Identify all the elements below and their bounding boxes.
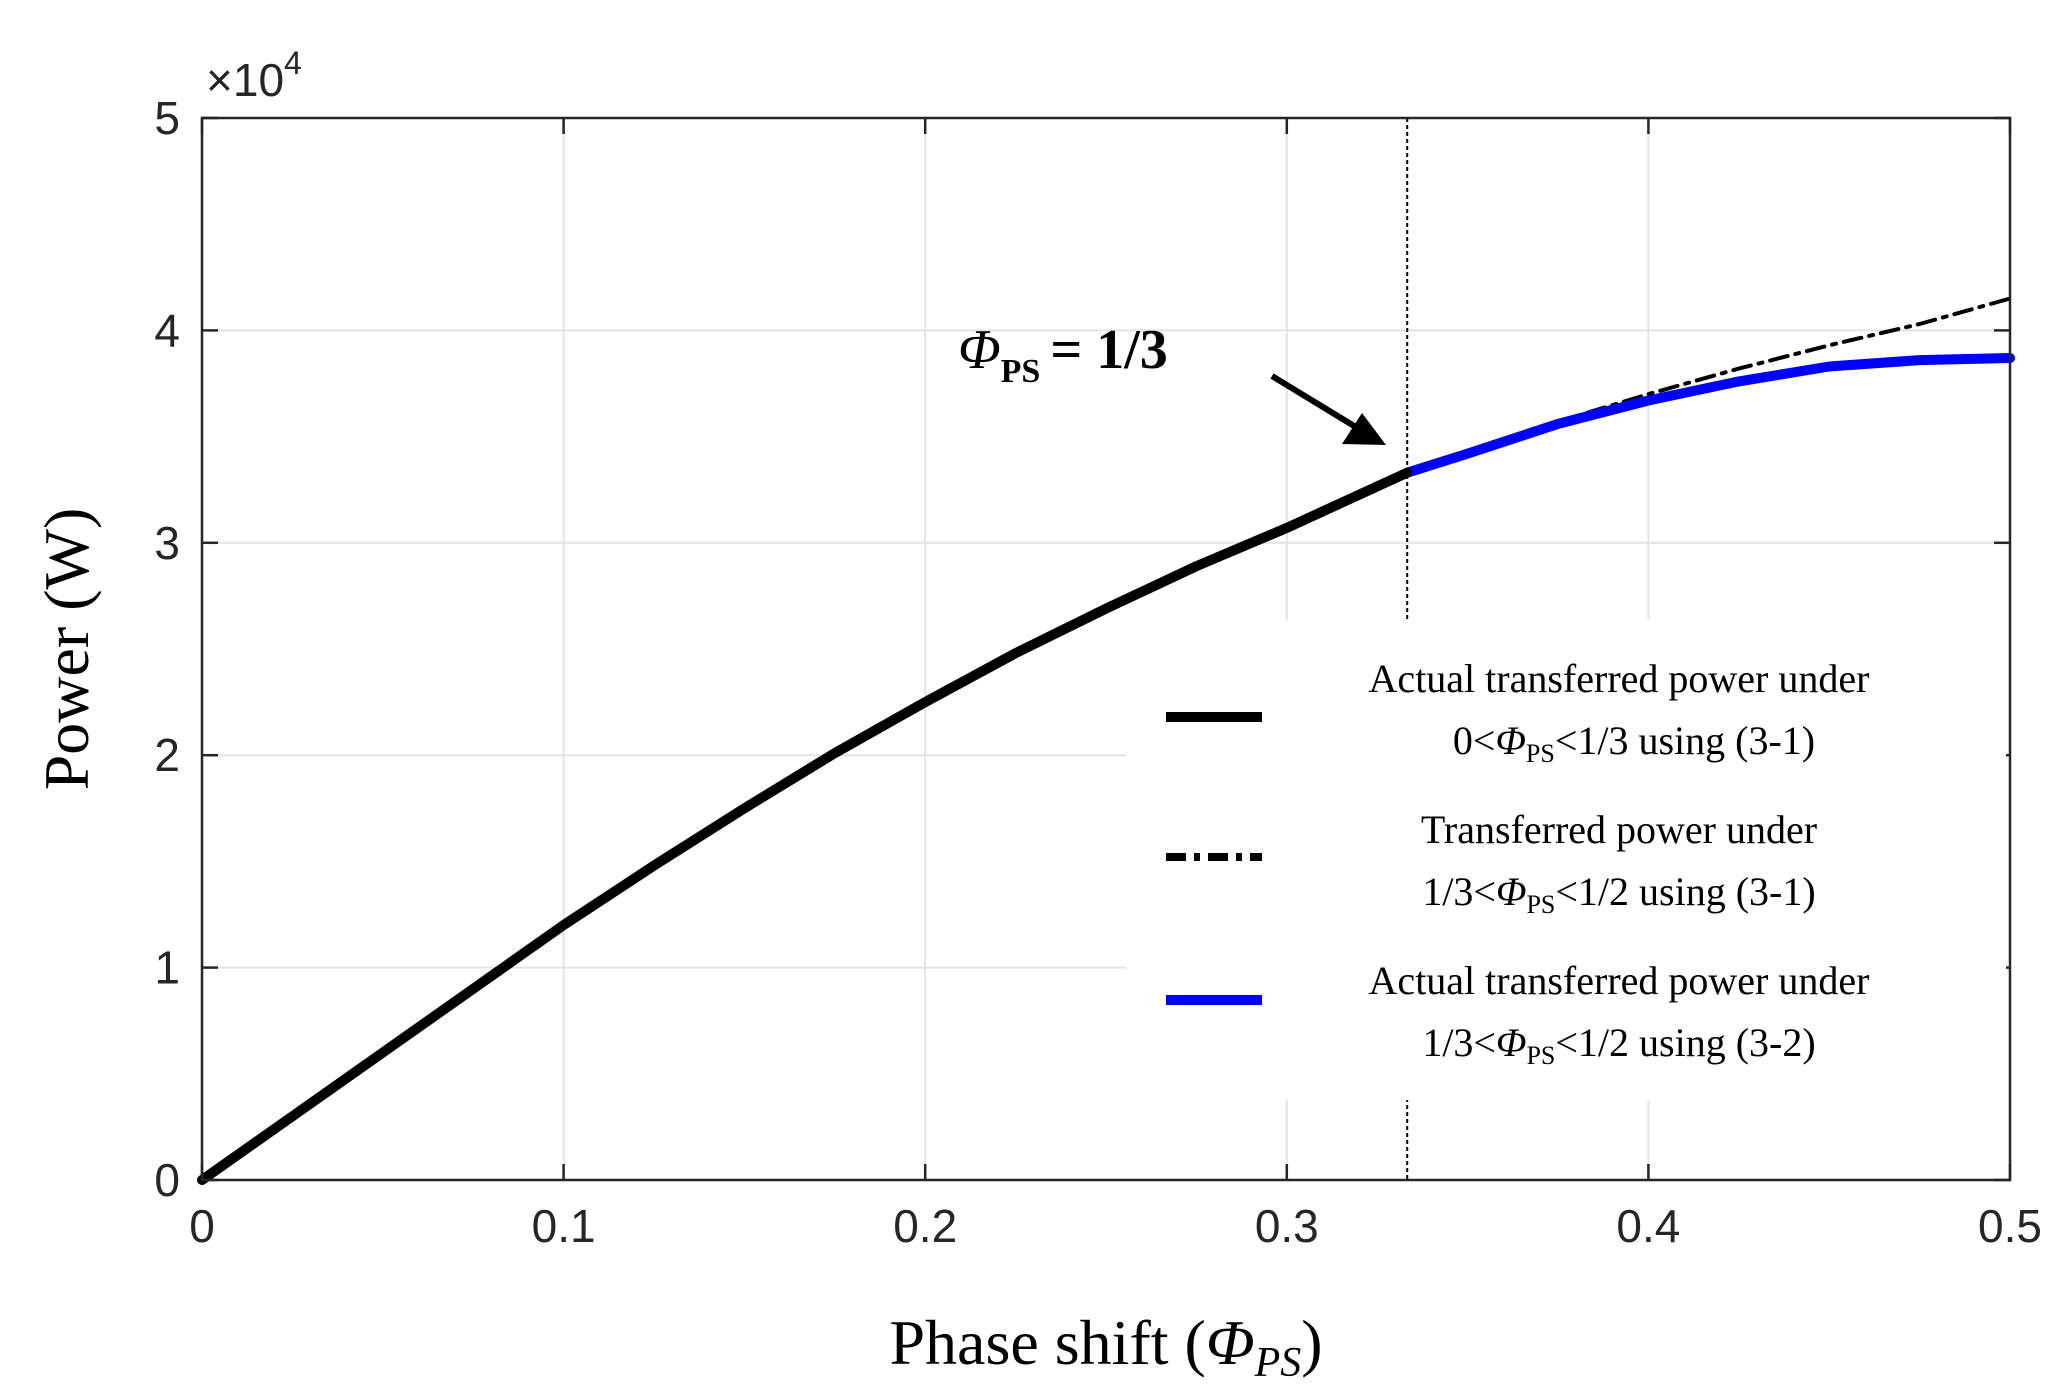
x-tick-label: 0 xyxy=(189,1200,215,1252)
x-tick-label: 0.2 xyxy=(893,1200,957,1252)
x-tick-label: 0.3 xyxy=(1255,1200,1319,1252)
annotation-arrowhead xyxy=(1342,413,1386,445)
y-tick-label: 5 xyxy=(154,92,180,144)
legend-background xyxy=(1126,620,2006,1100)
y-tick-label: 1 xyxy=(154,942,180,994)
y-tick-label: 0 xyxy=(154,1154,180,1206)
legend-entry-3-line1: Actual transferred power under xyxy=(1369,958,1870,1003)
legend-entry-2-line1: Transferred power under xyxy=(1421,807,1817,852)
ticks xyxy=(200,116,2012,1182)
y-axis-title: Power (W) xyxy=(31,508,102,791)
y-tick-label: 4 xyxy=(154,304,180,356)
series-3-line xyxy=(1402,353,2015,478)
y-tick-label: 2 xyxy=(154,729,180,781)
legend-entry-2-line2: 1/3<ΦPS<1/2 using (3-1) xyxy=(1422,869,1815,919)
series-group xyxy=(197,296,2015,1185)
y-multiplier: ×104 xyxy=(206,45,302,106)
x-axis-title: Phase shift (ΦPS) xyxy=(889,1307,1322,1386)
legend-entry-3: Actual transferred power under 1/3<ΦPS<1… xyxy=(1166,958,1869,1070)
x-tick-label: 0.1 xyxy=(532,1200,596,1252)
annotation-label: ΦPS = 1/3 xyxy=(958,319,1168,390)
x-tick-label: 0.4 xyxy=(1616,1200,1680,1252)
legend-entry-1-line1: Actual transferred power under xyxy=(1369,656,1870,701)
x-tick-label: 0.5 xyxy=(1978,1200,2042,1252)
annotation: ΦPS = 1/3 xyxy=(958,319,1386,445)
legend: Actual transferred power under 0<ΦPS<1/3… xyxy=(1126,620,2006,1100)
series-1-line xyxy=(197,467,1413,1185)
legend-entry-3-line2: 1/3<ΦPS<1/2 using (3-2) xyxy=(1422,1020,1815,1070)
plot-frame xyxy=(200,116,2012,1182)
y-tick-label: 3 xyxy=(154,517,180,569)
legend-entry-1-line2: 0<ΦPS<1/3 using (3-1) xyxy=(1453,718,1815,768)
legend-entry-2: Transferred power under 1/3<ΦPS<1/2 usin… xyxy=(1166,807,1817,919)
annotation-arrow xyxy=(1270,373,1366,435)
tick-labels: 0 0.1 0.2 0.3 0.4 0.5 0 1 2 3 4 5 xyxy=(154,92,2042,1252)
legend-entry-1: Actual transferred power under 0<ΦPS<1/3… xyxy=(1166,656,1869,768)
